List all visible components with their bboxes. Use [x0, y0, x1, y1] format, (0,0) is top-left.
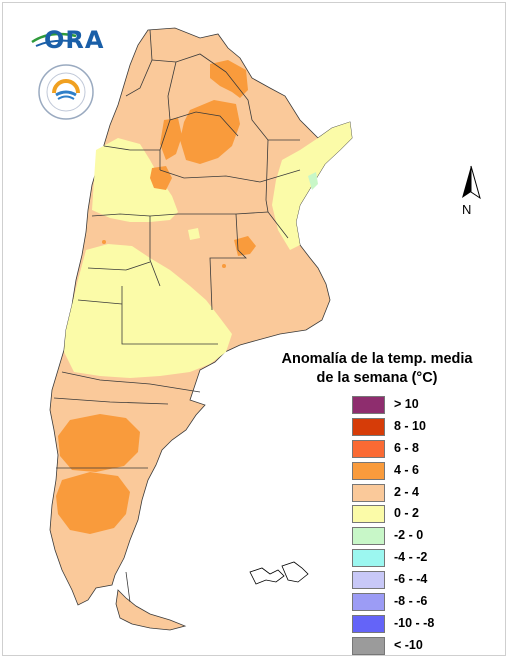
anomaly-zone-0-2 [64, 122, 352, 378]
legend-swatch [352, 483, 385, 502]
legend-label: 2 - 4 [394, 484, 420, 499]
legend-label: -10 - -8 [394, 615, 435, 630]
malvinas-islands [249, 561, 309, 585]
legend-label: 0 - 2 [394, 506, 420, 521]
legend-label: -4 - -2 [394, 550, 428, 565]
legend-label: 4 - 6 [394, 462, 420, 477]
legend-swatch [352, 396, 385, 414]
north-label: N [462, 202, 472, 217]
legend-swatch [352, 461, 385, 480]
legend-title-line1: Anomalía de la temp. media [281, 351, 473, 367]
legend-label: 8 - 10 [394, 418, 426, 433]
legend-label: -8 - -6 [394, 594, 428, 609]
anomaly-zone-neg2-0 [308, 172, 318, 190]
legend-label: -6 - -4 [394, 572, 428, 587]
legend-title-line2: de la semana (°C) [316, 370, 438, 386]
legend-swatch [352, 527, 385, 546]
map-frame [2, 2, 506, 656]
legend-swatch [352, 614, 385, 633]
ora-logo: ORA [30, 26, 103, 56]
tierra-del-fuego [115, 589, 187, 631]
legend-label: > 10 [394, 397, 419, 411]
legend-swatch [352, 439, 385, 458]
legend-label: 6 - 8 [394, 440, 420, 455]
legend-label: < -10 [394, 637, 423, 652]
north-arrow: N [456, 164, 486, 218]
legend-swatch [352, 505, 385, 524]
north-arrow-icon [462, 165, 481, 200]
legend-label: -2 - 0 [394, 528, 424, 543]
ora-logo-text: ORA [44, 26, 105, 54]
legend-swatch [352, 593, 385, 612]
legend-swatch [352, 636, 385, 655]
legend-swatch [352, 549, 385, 568]
legend-swatch [352, 571, 385, 590]
province-boundaries [53, 29, 301, 603]
legend-swatch [352, 417, 385, 436]
institution-seal-icon [37, 63, 95, 121]
legend: Anomalía de la temp. media de la semana … [262, 350, 492, 655]
